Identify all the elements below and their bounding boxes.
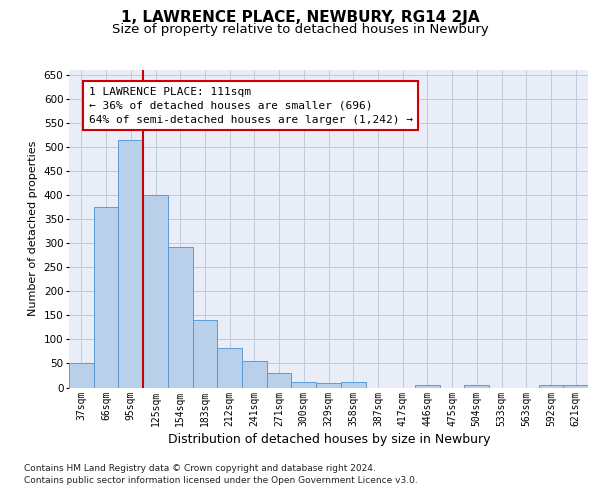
Bar [168, 246, 193, 388]
Bar [292, 382, 316, 388]
Bar [563, 385, 588, 388]
Bar [193, 320, 217, 388]
Bar [267, 373, 292, 388]
Text: Size of property relative to detached houses in Newbury: Size of property relative to detached ho… [112, 23, 488, 36]
Bar [464, 385, 489, 388]
Y-axis label: Number of detached properties: Number of detached properties [28, 141, 38, 316]
Bar [539, 385, 563, 388]
Text: 1 LAWRENCE PLACE: 111sqm
← 36% of detached houses are smaller (696)
64% of semi-: 1 LAWRENCE PLACE: 111sqm ← 36% of detach… [89, 87, 413, 125]
Bar [316, 382, 341, 388]
Text: 1, LAWRENCE PLACE, NEWBURY, RG14 2JA: 1, LAWRENCE PLACE, NEWBURY, RG14 2JA [121, 10, 479, 25]
Bar [341, 382, 365, 388]
Text: Contains HM Land Registry data © Crown copyright and database right 2024.
Contai: Contains HM Land Registry data © Crown c… [24, 464, 418, 485]
Bar [242, 361, 267, 388]
Bar [143, 195, 168, 388]
Bar [94, 207, 118, 388]
Bar [69, 364, 94, 388]
Bar [415, 385, 440, 388]
Bar [217, 348, 242, 388]
Bar [118, 140, 143, 388]
Text: Distribution of detached houses by size in Newbury: Distribution of detached houses by size … [167, 432, 490, 446]
